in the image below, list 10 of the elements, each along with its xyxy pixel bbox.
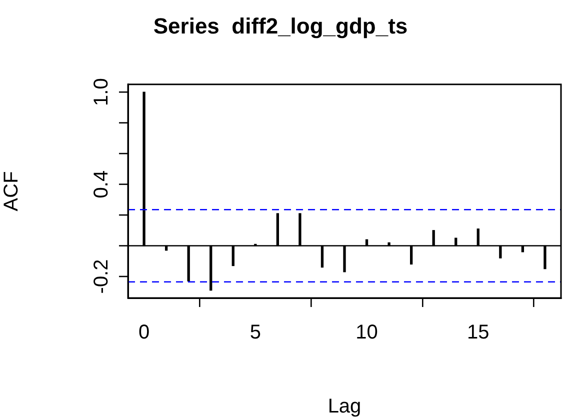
y-tick-label: -0.2 — [90, 259, 113, 294]
y-tick-label: 0.4 — [90, 170, 113, 198]
x-axis-title: Lag — [328, 396, 362, 418]
y-tick-label: 1.0 — [90, 78, 113, 106]
x-tick-label: 5 — [250, 322, 261, 344]
x-tick-label: 10 — [356, 322, 378, 344]
x-tick-label: 0 — [138, 322, 150, 344]
chart-title: Series diff2_log_gdp_ts — [153, 13, 408, 38]
y-axis-title: ACF — [0, 171, 23, 212]
x-tick-label: 15 — [467, 322, 490, 344]
